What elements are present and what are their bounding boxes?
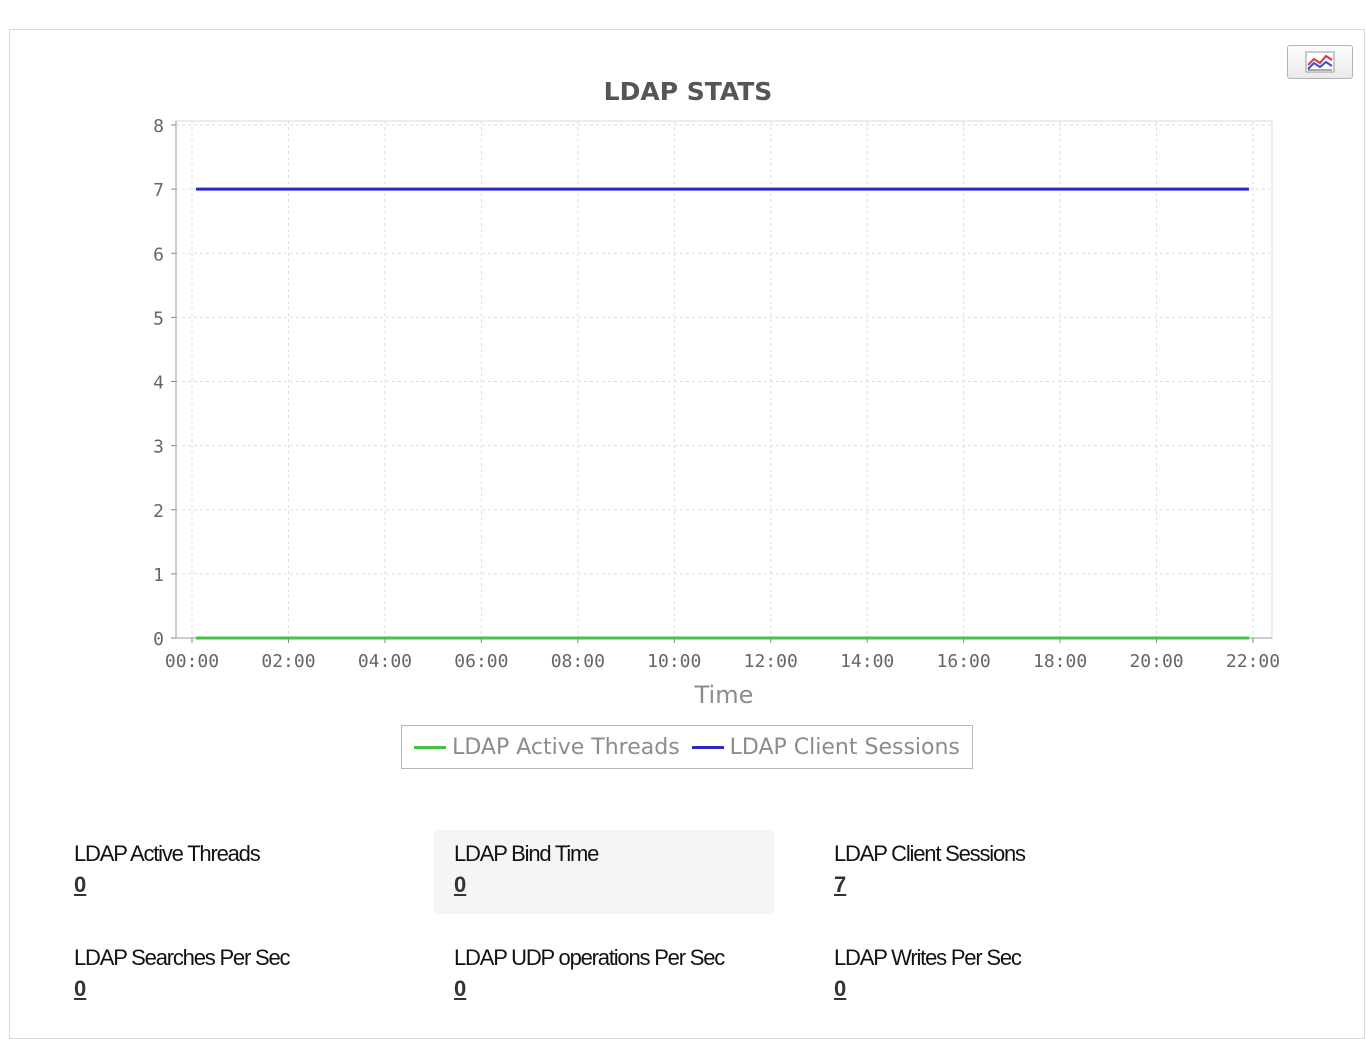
metric-ldap-searches-per-sec: LDAP Searches Per Sec 0 (54, 934, 434, 1038)
legend-label: LDAP Active Threads (452, 734, 680, 760)
x-tick-label: 18:00 (1033, 651, 1087, 672)
chart-legend: LDAP Active Threads LDAP Client Sessions (401, 725, 973, 769)
x-tick-label: 10:00 (647, 651, 701, 672)
y-tick-label: 8 (153, 116, 164, 137)
x-tick-label: 00:00 (165, 651, 219, 672)
legend-item-active-threads[interactable]: LDAP Active Threads (414, 735, 680, 760)
metrics-grid: LDAP Active Threads 0 LDAP Bind Time 0 L… (54, 830, 1214, 1038)
x-axis-label: Time (694, 681, 754, 709)
metric-label: LDAP Searches Per Sec (74, 945, 290, 970)
x-tick-label: 14:00 (840, 651, 894, 672)
metric-label: LDAP Writes Per Sec (834, 945, 1022, 970)
plot-area (175, 120, 1273, 639)
y-tick-label: 2 (153, 501, 164, 522)
metric-label: LDAP Active Threads (74, 841, 261, 866)
metric-label: LDAP Client Sessions (834, 841, 1026, 866)
legend-label: LDAP Client Sessions (729, 734, 960, 760)
legend-item-client-sessions[interactable]: LDAP Client Sessions (691, 734, 960, 760)
x-tick-label: 12:00 (744, 651, 798, 672)
metric-value-link[interactable]: 0 (834, 976, 847, 1001)
y-tick-label: 0 (153, 629, 164, 650)
x-tick-label: 16:00 (937, 651, 991, 672)
metric-value-link[interactable]: 0 (74, 976, 87, 1001)
metric-ldap-active-threads: LDAP Active Threads 0 (54, 830, 434, 934)
chart-title: LDAP STATS (604, 77, 773, 106)
metric-ldap-writes-per-sec: LDAP Writes Per Sec 0 (814, 934, 1214, 1038)
y-tick-label: 1 (153, 565, 164, 586)
y-tick-label: 6 (153, 244, 164, 265)
x-tick-label: 04:00 (358, 651, 412, 672)
legend-swatch-active-threads (414, 745, 447, 749)
metric-ldap-udp-operations-per-sec: LDAP UDP operations Per Sec 0 (434, 934, 814, 1038)
x-tick-label: 22:00 (1226, 651, 1280, 672)
legend-swatch-client-sessions (691, 745, 724, 749)
metric-ldap-bind-time: LDAP Bind Time 0 (434, 830, 774, 914)
y-tick-label: 4 (153, 373, 164, 394)
line-chart-icon (1305, 51, 1335, 73)
y-tick-label: 5 (153, 308, 164, 329)
x-tick-label: 20:00 (1129, 651, 1183, 672)
x-tick-label: 02:00 (261, 651, 315, 672)
metric-value-link[interactable]: 0 (74, 872, 87, 897)
metric-value-link[interactable]: 0 (454, 872, 467, 897)
metric-ldap-client-sessions: LDAP Client Sessions 7 (814, 830, 1214, 934)
ldap-stats-chart: LDAP STATS 0 1 2 3 4 5 6 7 8 00:00 02:00 04:00 06:00… (153, 77, 1280, 709)
y-tick-label: 7 (153, 180, 164, 201)
metric-label: LDAP Bind Time (454, 841, 599, 866)
metric-value-link[interactable]: 7 (834, 872, 847, 897)
y-tick-label: 3 (153, 437, 164, 458)
metric-value-link[interactable]: 0 (454, 976, 467, 1001)
x-tick-label: 06:00 (454, 651, 508, 672)
metric-label: LDAP UDP operations Per Sec (454, 945, 725, 970)
chart-toggle-button[interactable] (1287, 45, 1353, 79)
x-tick-label: 08:00 (551, 651, 605, 672)
